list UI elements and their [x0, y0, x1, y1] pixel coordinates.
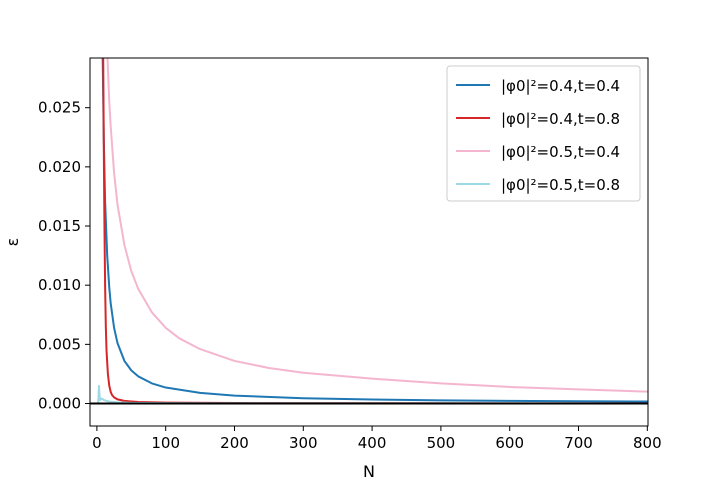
y-tick-label: 0.020 — [38, 158, 81, 176]
x-tick-label: 400 — [358, 434, 387, 452]
plot-frame — [89, 57, 649, 427]
x-tick-label: 700 — [564, 434, 593, 452]
x-tick-label: 800 — [633, 434, 662, 452]
y-tick-label: 0.005 — [38, 335, 81, 353]
x-axis: 0 100 200 300 400 500 600 700 800 — [92, 426, 662, 452]
x-axis-label: N — [363, 462, 375, 480]
legend: |φ0|²=0.4,t=0.4 |φ0|²=0.4,t=0.8 |φ0|²=0.5,… — [446, 65, 641, 202]
y-tick-label: 0.025 — [38, 99, 81, 117]
x-tick-label: 0 — [92, 434, 102, 452]
legend-label-3: |φ0|²=0.5,t=0.4 — [501, 143, 620, 161]
x-tick-label: 200 — [220, 434, 249, 452]
x-tick-label: 500 — [427, 434, 456, 452]
legend-box — [446, 65, 641, 202]
y-tick-label: 0.000 — [38, 395, 81, 413]
y-axis: 0.000 0.005 0.010 0.015 0.020 0.025 — [38, 99, 90, 413]
y-tick-label: 0.015 — [38, 217, 81, 235]
y-axis-label: ε — [3, 238, 22, 247]
y-tick-label: 0.010 — [38, 276, 81, 294]
x-tick-label: 600 — [495, 434, 524, 452]
x-tick-label: 300 — [289, 434, 318, 452]
legend-label-4: |φ0|²=0.5,t=0.8 — [501, 176, 620, 194]
x-tick-label: 100 — [151, 434, 180, 452]
series-line-3 — [106, 58, 648, 393]
legend-label-1: |φ0|²=0.4,t=0.4 — [501, 77, 620, 95]
legend-label-2: |φ0|²=0.4,t=0.8 — [501, 110, 620, 128]
series-line-1 — [101, 58, 648, 403]
